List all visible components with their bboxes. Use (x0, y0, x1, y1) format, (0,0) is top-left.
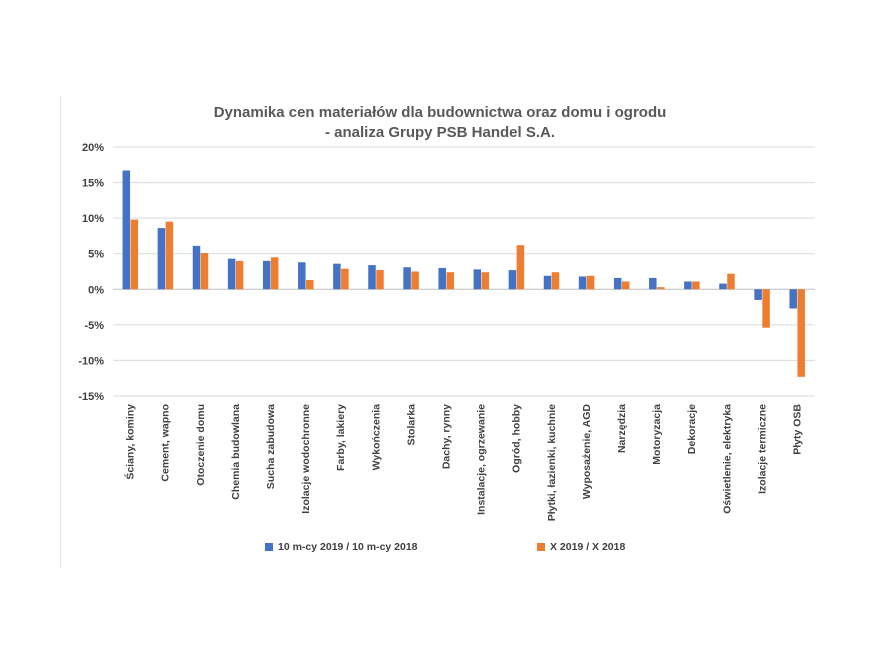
bar-2 (762, 289, 770, 328)
bar-1 (613, 277, 622, 290)
bar-2 (621, 281, 630, 290)
x-tick-label: Dachy, rynny (440, 404, 452, 469)
bar-1 (789, 289, 797, 309)
bar-1 (543, 275, 552, 290)
bar-2 (130, 219, 139, 290)
x-tick-label: Instalacje, ogrzewanie (476, 404, 488, 515)
bar-2 (200, 253, 209, 290)
y-tick-label: -10% (78, 355, 104, 367)
bar-1 (403, 267, 411, 290)
x-tick-label: Wykończenia (370, 404, 382, 470)
y-tick-label: 0% (88, 284, 104, 296)
bar-1 (227, 258, 236, 290)
x-tick-label: Płytki, łazienki, kuchnie (546, 404, 558, 521)
legend-label-series-1: 10 m-cy 2019 / 10 m-cy 2018 (278, 541, 418, 553)
bar-2 (657, 287, 665, 290)
bar-2 (235, 260, 244, 290)
y-tick-label: -15% (78, 391, 104, 403)
bar-2 (481, 272, 490, 290)
x-tick-label: Sucha zabudowa (265, 404, 277, 489)
bar-2 (516, 245, 525, 290)
x-tick-label: Oświetlenie, elektryka (721, 404, 733, 514)
bar-1 (578, 276, 587, 290)
legend-label-series-2: X 2019 / X 2018 (550, 541, 626, 553)
x-tick-label: Motoryzacja (651, 404, 663, 465)
bar-1 (719, 283, 727, 290)
bar-2 (411, 271, 419, 290)
bar-1 (438, 267, 446, 290)
bar-2 (446, 272, 454, 290)
y-tick-label: 15% (82, 178, 104, 190)
x-tick-label: Wyposażenie, AGD (581, 404, 593, 500)
bar-1 (333, 263, 341, 290)
x-axis-tick-labels: Ściany, kominy Cement, wapno Otoczenie dom… (124, 404, 804, 522)
bar-1 (122, 170, 131, 290)
bar-1 (298, 262, 306, 290)
bar-1 (368, 265, 376, 290)
bar-2 (797, 289, 805, 377)
bar-1 (473, 269, 482, 290)
x-tick-label: Narzędzia (616, 404, 628, 453)
x-tick-label: Cement, wapno (160, 404, 172, 482)
y-tick-label: 20% (82, 142, 104, 154)
bar-1 (192, 245, 201, 290)
bar-1 (157, 228, 166, 290)
y-tick-label: 10% (82, 213, 104, 225)
x-tick-label: Ściany, kominy (124, 404, 137, 480)
x-tick-label: Izolacje termiczne (756, 404, 768, 494)
bar-2 (376, 270, 384, 290)
y-tick-label: 5% (88, 249, 104, 261)
y-axis-tick-labels: 20% 15% 10% 5% 0% -5% -10% -15% (78, 142, 104, 403)
x-tick-label: Izolacje wodochronne (300, 404, 312, 514)
gridlines (113, 146, 815, 397)
x-tick-label: Dekoracje (686, 404, 698, 454)
bar-1 (649, 277, 657, 290)
bar-1 (684, 281, 692, 290)
bar-2 (270, 257, 279, 290)
bar-1 (754, 289, 762, 300)
chart-title: Dynamika cen materiałów dla budownictwa … (213, 104, 667, 121)
legend-item-series-1: 10 m-cy 2019 / 10 m-cy 2018 (265, 541, 418, 553)
bar-1 (508, 270, 517, 290)
bar-2 (692, 281, 700, 290)
bar-2 (551, 272, 560, 290)
bar-1 (262, 260, 271, 290)
chart-subtitle: - analiza Grupy PSB Handel S.A. (324, 124, 556, 141)
bar-2 (586, 275, 595, 290)
legend-swatch-series-2 (537, 543, 545, 551)
x-tick-label: Chemia budowlana (230, 404, 242, 500)
legend-item-series-2: X 2019 / X 2018 (537, 541, 625, 553)
x-tick-label: Ogród, hobby (511, 404, 523, 473)
y-tick-label: -5% (84, 320, 104, 332)
bar-2 (306, 280, 314, 290)
bars (122, 170, 805, 377)
x-tick-label: Otoczenie domu (195, 404, 207, 486)
x-tick-label: Farby, lakiery (335, 404, 347, 471)
x-tick-label: Płyty OSB (791, 404, 803, 455)
bar-2 (727, 273, 735, 290)
x-tick-label: Stolarka (405, 404, 417, 446)
chart-area (60, 96, 823, 568)
bar-2 (165, 221, 174, 290)
bar-2 (341, 268, 349, 290)
legend-swatch-series-1 (265, 543, 273, 551)
